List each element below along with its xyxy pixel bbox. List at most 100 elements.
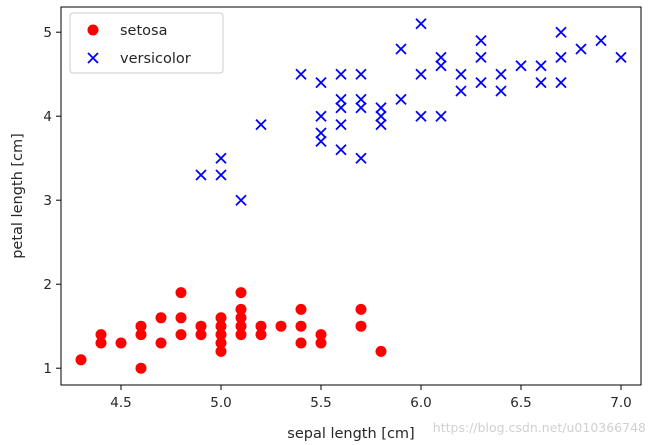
data-point-versicolor (315, 127, 327, 139)
data-point-versicolor (475, 76, 487, 89)
data-point-versicolor (335, 102, 347, 114)
x-tick-label: 4.5 (110, 395, 131, 411)
data-point-versicolor (615, 51, 627, 64)
data-point-versicolor (355, 102, 367, 114)
data-point-versicolor (315, 110, 327, 122)
data-point-setosa (95, 329, 107, 341)
data-point-versicolor (375, 110, 387, 122)
data-point-versicolor (495, 68, 507, 80)
data-point-versicolor (335, 118, 347, 131)
data-point-setosa (135, 329, 147, 341)
legend: setosa versicolor (69, 12, 224, 74)
data-point-setosa (135, 320, 147, 332)
data-point-setosa (155, 312, 167, 324)
data-point-versicolor (555, 51, 567, 64)
data-point-versicolor (395, 93, 407, 106)
data-point-setosa (235, 329, 247, 341)
data-point-setosa (355, 303, 367, 315)
data-point-versicolor (595, 34, 607, 47)
plot-frame (60, 6, 642, 386)
data-point-setosa (175, 329, 187, 341)
data-point-versicolor (535, 60, 547, 72)
data-point-setosa (195, 320, 207, 332)
data-point-setosa (95, 337, 107, 349)
data-point-versicolor (315, 76, 327, 89)
data-point-versicolor (455, 68, 467, 80)
data-point-setosa (295, 303, 307, 315)
series-setosa (75, 287, 387, 374)
data-point-versicolor (195, 169, 207, 181)
x-tick-label: 6.0 (410, 395, 431, 411)
data-point-versicolor (335, 93, 347, 106)
y-tick-label: 2 (43, 277, 52, 293)
data-point-setosa (275, 320, 287, 332)
data-point-setosa (215, 320, 227, 332)
y-axis-label: petal length [cm] (10, 133, 26, 259)
data-point-versicolor (355, 68, 367, 80)
data-point-setosa (75, 354, 87, 366)
data-point-setosa (315, 329, 327, 341)
data-point-setosa (355, 320, 367, 332)
plot-area (75, 18, 627, 374)
legend-label-versicolor: versicolor (120, 51, 191, 67)
watermark: https://blog.csdn.net/u010366748 (432, 420, 646, 435)
data-point-setosa (215, 329, 227, 341)
data-point-versicolor (295, 68, 307, 80)
y-tick-label: 3 (43, 193, 52, 209)
x-tick-label: 5.0 (210, 395, 231, 411)
legend-marker-versicolor (87, 52, 99, 64)
data-point-setosa (215, 345, 227, 357)
data-point-versicolor (375, 118, 387, 131)
data-point-versicolor (255, 118, 267, 131)
y-tick-label: 1 (43, 361, 52, 377)
data-point-setosa (295, 337, 307, 349)
legend-label-setosa: setosa (120, 23, 167, 39)
data-point-setosa (295, 320, 307, 332)
data-point-setosa (175, 287, 187, 299)
data-point-setosa (175, 312, 187, 324)
x-tick-label: 6.5 (510, 395, 531, 411)
x-tick-label: 5.5 (310, 395, 331, 411)
data-point-versicolor (555, 26, 567, 38)
axes: 4.5 5.0 5.5 6.0 6.5 7.0 1 2 3 4 5 sepal length [cm]… (10, 6, 642, 442)
data-point-setosa (115, 337, 127, 349)
data-point-versicolor (415, 68, 427, 80)
data-point-versicolor (495, 85, 507, 97)
data-point-versicolor (435, 60, 447, 72)
data-point-versicolor (555, 76, 567, 89)
data-point-versicolor (435, 51, 447, 64)
data-point-setosa (315, 337, 327, 349)
data-point-versicolor (395, 43, 407, 55)
data-point-versicolor (435, 110, 447, 122)
data-point-setosa (135, 362, 147, 374)
series-versicolor (195, 18, 627, 206)
data-point-setosa (235, 287, 247, 299)
data-point-versicolor (515, 60, 527, 72)
data-point-setosa (155, 337, 167, 349)
data-point-versicolor (355, 93, 367, 106)
x-tick-label: 7.0 (610, 395, 631, 411)
data-point-setosa (215, 337, 227, 349)
data-point-versicolor (355, 152, 367, 164)
data-point-versicolor (235, 194, 247, 206)
data-point-versicolor (335, 144, 347, 156)
data-point-versicolor (415, 110, 427, 122)
data-point-versicolor (215, 169, 227, 181)
y-tick-label: 4 (43, 109, 52, 125)
data-point-versicolor (455, 85, 467, 97)
legend-box (69, 12, 224, 74)
data-point-versicolor (215, 152, 227, 164)
x-axis-label: sepal length [cm] (287, 426, 414, 442)
legend-marker-setosa (87, 24, 99, 36)
data-point-setosa (235, 312, 247, 324)
data-point-versicolor (335, 68, 347, 80)
data-point-setosa (235, 320, 247, 332)
data-point-versicolor (315, 135, 327, 148)
data-point-versicolor (475, 51, 487, 64)
data-point-setosa (255, 329, 267, 341)
data-point-versicolor (535, 76, 547, 89)
data-point-setosa (195, 329, 207, 341)
data-point-setosa (375, 345, 387, 357)
data-point-versicolor (575, 43, 587, 55)
